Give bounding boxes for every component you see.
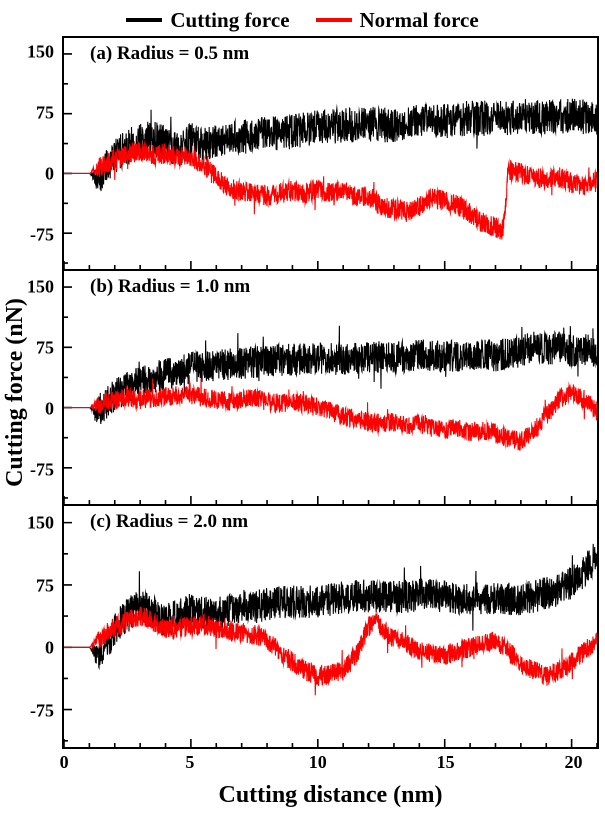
panel-a-plot: (a) Radius = 0.5 nm [62,36,599,271]
ytick-label: -75 [30,224,54,245]
x-axis-tick-labels: 0 5 10 15 20 [59,749,599,776]
x-axis-title: Cutting distance (nm) [218,782,443,808]
ytick-label: 150 [27,41,54,62]
legend-label-normal-force: Normal force [359,7,479,32]
ytick-label: 150 [27,276,54,297]
panel-c-row: 150 75 0 -75 (c) Radius = 2.0 nm [0,506,605,749]
panel-a-ytick-labels: 150 75 0 -75 [0,36,62,271]
xtick-label: 10 [308,752,327,772]
ytick-label: 75 [36,575,54,596]
ytick-label: 75 [36,102,54,123]
panel-a-canvas [64,38,597,269]
ytick-label: 75 [36,337,54,358]
ytick-label: 0 [45,163,54,184]
ytick-label: -75 [30,459,54,480]
xtick-label: 20 [564,752,583,772]
cutting-force-line-swatch [126,18,163,22]
ytick-label: 0 [45,398,54,419]
legend: Cutting force Normal force [0,4,605,36]
legend-item-cutting-force: Cutting force [126,7,290,33]
ytick-label: 0 [45,637,54,658]
panel-c-canvas [64,506,597,747]
xtick-label: 0 [59,752,69,772]
normal-force-line-swatch [315,18,352,22]
panel-b-ytick-labels: 150 75 0 -75 [0,271,62,506]
xtick-label: 15 [436,752,455,772]
panel-c-plot: (c) Radius = 2.0 nm [62,506,599,749]
ytick-label: 150 [27,512,54,533]
panel-a-row: 150 75 0 -75 (a) Radius = 0.5 nm [0,36,605,271]
panel-c-ytick-labels: 150 75 0 -75 [0,506,62,749]
xtick-label: 5 [185,752,195,772]
legend-label-cutting-force: Cutting force [170,7,290,32]
panel-b-title: (b) Radius = 1.0 nm [90,276,251,297]
panel-b-row: 150 75 0 -75 (b) Radius = 1.0 nm [0,271,605,506]
panel-a-title: (a) Radius = 0.5 nm [90,43,250,64]
panel-b-canvas [64,271,597,504]
panel-b-plot: (b) Radius = 1.0 nm [62,271,599,506]
ytick-label: -75 [30,700,54,721]
panel-c-title: (c) Radius = 2.0 nm [90,511,249,532]
legend-item-normal-force: Normal force [315,7,479,33]
